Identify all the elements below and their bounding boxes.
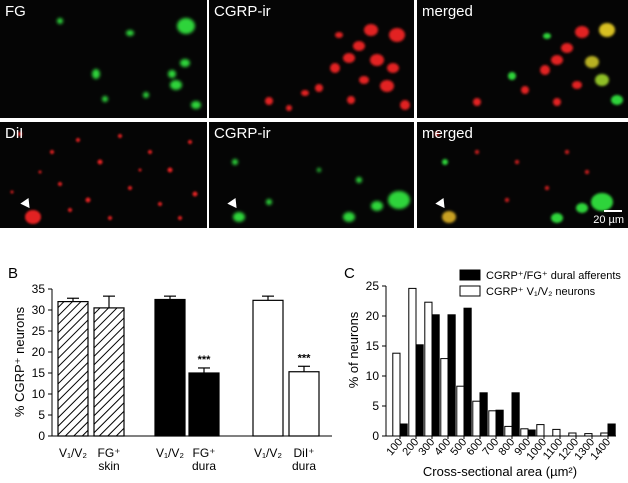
label-cgrp-1: CGRP-ir: [214, 3, 271, 20]
chart-b-ytick-label: 0: [38, 429, 45, 443]
micrograph-cgrp-1: CGRP-ir: [209, 0, 414, 118]
micrograph-dii-cells: [10, 132, 198, 224]
chart-b-ylabel: % CGRP⁺ neurons: [12, 306, 27, 417]
chart-b-bar: [252, 299, 284, 437]
chart-b-ytick-label: 10: [32, 387, 46, 401]
chart-b-category-line: FG⁺: [98, 446, 121, 460]
chart-b-ytick-label: 15: [32, 366, 46, 380]
scale-bar-label: 20 µm: [593, 214, 624, 226]
chart-b-category-line: skin: [98, 459, 119, 473]
micrograph-cgrp-2: CGRP-ir: [209, 122, 414, 228]
chart-b-category-line: dura: [192, 459, 216, 473]
chart-b-category-label: V₁/V₂: [254, 446, 282, 460]
chart-b-bar: [288, 371, 320, 437]
scale-bar: [604, 210, 622, 212]
micrograph-merged-2-cells: [435, 132, 613, 223]
chart-b-bar: [154, 298, 186, 437]
label-dii: DiI: [5, 125, 24, 142]
chart-b-bar: [93, 307, 125, 437]
chart-b-significance: ***: [198, 354, 212, 366]
micrograph-fg: FG: [0, 0, 207, 118]
chart-b-ytick-label: 30: [32, 303, 46, 317]
label-cgrp-2: CGRP-ir: [214, 125, 271, 142]
chart-b-category-line: dura: [292, 459, 316, 473]
chart-b-ytick-label: 5: [38, 408, 45, 422]
micrograph-dii: DiI: [0, 122, 207, 228]
label-merged-1: merged: [422, 3, 473, 20]
chart-b-ytick-label: 20: [32, 345, 46, 359]
micrograph-merged-1: merged: [417, 0, 628, 118]
chart-b-ytick-label: 35: [32, 282, 46, 296]
label-fg: FG: [5, 3, 26, 20]
micrograph-cgrp-1-cells: [265, 24, 410, 111]
micrograph-fg-cells: [57, 18, 201, 109]
chart-b-category-label: V₁/V₂: [59, 446, 87, 460]
micrograph-merged-2: merged 20 µm: [417, 122, 628, 228]
chart-b-significance: ***: [298, 352, 312, 364]
chart-b-bars: *** ***: [57, 295, 320, 437]
chart-b-bar: [188, 372, 220, 437]
chart-b-category-label: DiI⁺ dura: [292, 446, 316, 473]
chart-b-category-label: V₁/V₂: [156, 446, 184, 460]
chart-b-category-label: FG⁺ skin: [98, 446, 121, 473]
chart-b-category-line: FG⁺: [193, 446, 216, 460]
label-merged-2: merged: [422, 125, 473, 142]
chart-b-category-line: DiI⁺: [294, 446, 315, 460]
chart-b-bar: [57, 301, 89, 437]
chart-b-ytick-label: 25: [32, 324, 46, 338]
panel-label-b: B: [8, 265, 18, 282]
chart-b-category-label: FG⁺ dura: [192, 446, 216, 473]
micrograph-merged-1-cells: [473, 23, 623, 106]
micrograph-cgrp-2-cells: [232, 159, 410, 222]
